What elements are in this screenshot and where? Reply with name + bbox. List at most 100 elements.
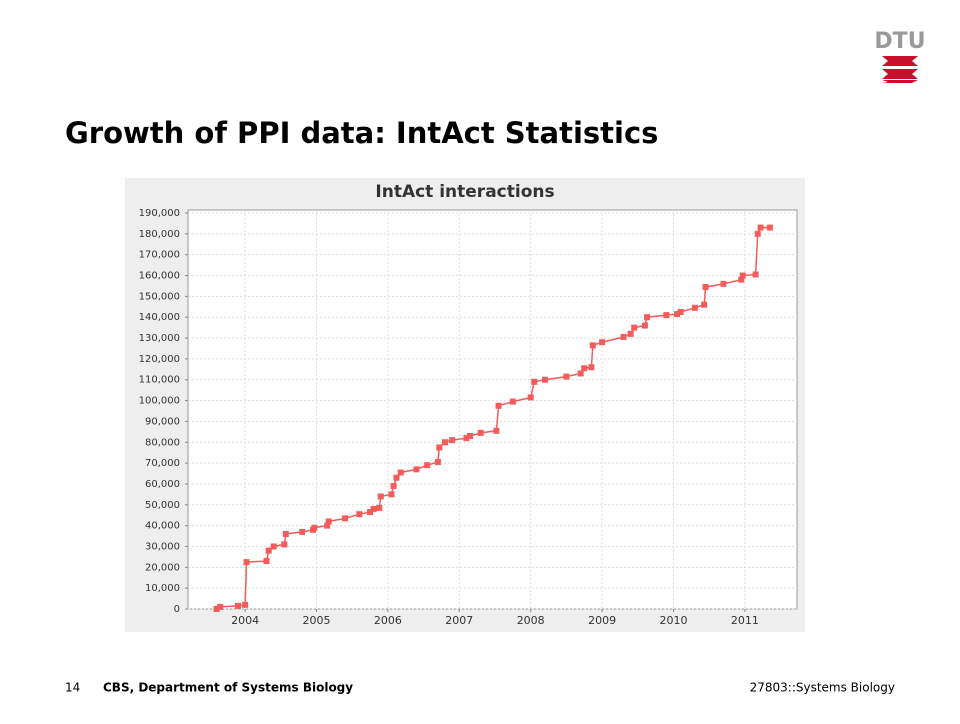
y-tick-label: 10,000 <box>145 583 180 594</box>
data-point <box>213 606 220 612</box>
data-point <box>442 439 449 446</box>
data-point <box>477 429 484 436</box>
data-point <box>677 309 684 315</box>
data-point <box>620 334 627 341</box>
data-point <box>342 515 349 522</box>
data-point <box>390 483 397 490</box>
y-tick-label: 160,000 <box>139 271 180 282</box>
data-point <box>509 398 516 405</box>
x-tick-label: 2005 <box>303 614 331 627</box>
data-point <box>263 558 270 565</box>
data-point <box>397 469 404 476</box>
x-tick-label: 2008 <box>517 614 545 627</box>
data-point <box>325 518 332 525</box>
x-tick-label: 2004 <box>231 614 259 627</box>
data-point <box>493 427 500 434</box>
data-point <box>739 272 746 279</box>
y-tick-label: 90,000 <box>145 416 180 427</box>
data-point <box>663 312 670 319</box>
y-tick-label: 40,000 <box>145 521 180 532</box>
data-point <box>270 543 277 550</box>
data-point <box>691 304 698 311</box>
data-point <box>720 280 727 287</box>
y-tick-label: 100,000 <box>139 396 180 407</box>
y-tick-label: 130,000 <box>139 333 180 344</box>
data-point <box>588 364 595 371</box>
x-tick-label: 2011 <box>731 614 759 627</box>
slide-title: Growth of PPI data: IntAct Statistics <box>65 116 658 150</box>
data-point <box>356 511 363 518</box>
data-point <box>631 324 638 331</box>
data-point <box>449 437 456 444</box>
data-point <box>311 524 318 531</box>
data-point <box>324 522 331 529</box>
y-tick-label: 70,000 <box>145 458 180 469</box>
data-point <box>752 271 759 278</box>
data-point <box>434 459 441 466</box>
data-point <box>265 547 272 554</box>
data-point <box>393 474 400 481</box>
data-point <box>531 378 538 385</box>
data-point <box>527 394 534 401</box>
data-point <box>388 491 395 498</box>
y-tick-label: 140,000 <box>139 312 180 323</box>
data-point <box>541 376 548 383</box>
chart-title: IntAct interactions <box>375 182 554 202</box>
data-point <box>367 509 374 516</box>
data-point <box>757 224 764 231</box>
data-point <box>581 365 588 372</box>
data-point <box>577 370 584 377</box>
data-point <box>424 462 431 469</box>
data-point <box>495 402 502 409</box>
data-point <box>436 444 443 451</box>
y-tick-label: 170,000 <box>139 250 180 261</box>
y-tick-label: 150,000 <box>139 291 180 302</box>
data-point <box>234 602 241 609</box>
data-point <box>217 603 224 610</box>
data-point <box>377 493 384 500</box>
data-point <box>599 339 606 346</box>
x-tick-label: 2009 <box>588 614 616 627</box>
y-tick-label: 110,000 <box>139 375 180 386</box>
data-point <box>413 466 420 473</box>
data-point <box>702 283 709 290</box>
y-tick-label: 190,000 <box>139 208 180 219</box>
footer-left: CBS, Department of Systems Biology <box>103 681 353 695</box>
data-point <box>674 311 681 318</box>
data-point <box>627 330 634 337</box>
y-tick-label: 20,000 <box>145 562 180 573</box>
data-point <box>589 342 596 349</box>
x-tick-label: 2007 <box>445 614 473 627</box>
y-tick-label: 80,000 <box>145 437 180 448</box>
page-number: 14 <box>65 681 80 695</box>
logo-text: DTU <box>874 29 925 54</box>
footer-right: 27803::Systems Biology <box>750 681 895 695</box>
data-point <box>467 433 474 440</box>
y-tick-label: 30,000 <box>145 541 180 552</box>
data-point <box>738 276 745 283</box>
data-point <box>563 373 570 380</box>
data-point <box>282 530 289 537</box>
data-point <box>376 504 383 511</box>
data-point <box>463 435 470 442</box>
data-point <box>754 230 761 237</box>
y-tick-label: 60,000 <box>145 479 180 490</box>
logo-mark <box>882 56 918 83</box>
plot-area <box>187 209 798 610</box>
y-tick-label: 180,000 <box>139 229 180 240</box>
y-tick-label: 50,000 <box>145 500 180 511</box>
data-point <box>242 601 249 608</box>
data-point <box>701 301 708 308</box>
data-point <box>766 224 773 231</box>
data-point <box>370 505 377 512</box>
x-tick-label: 2010 <box>659 614 687 627</box>
data-point <box>299 528 306 535</box>
x-tick-label: 2006 <box>374 614 402 627</box>
data-point <box>243 559 250 566</box>
data-point <box>644 314 651 321</box>
data-point <box>641 322 648 329</box>
y-tick-label: 120,000 <box>139 354 180 365</box>
y-tick-label: 0 <box>174 604 180 615</box>
data-point <box>281 541 288 548</box>
